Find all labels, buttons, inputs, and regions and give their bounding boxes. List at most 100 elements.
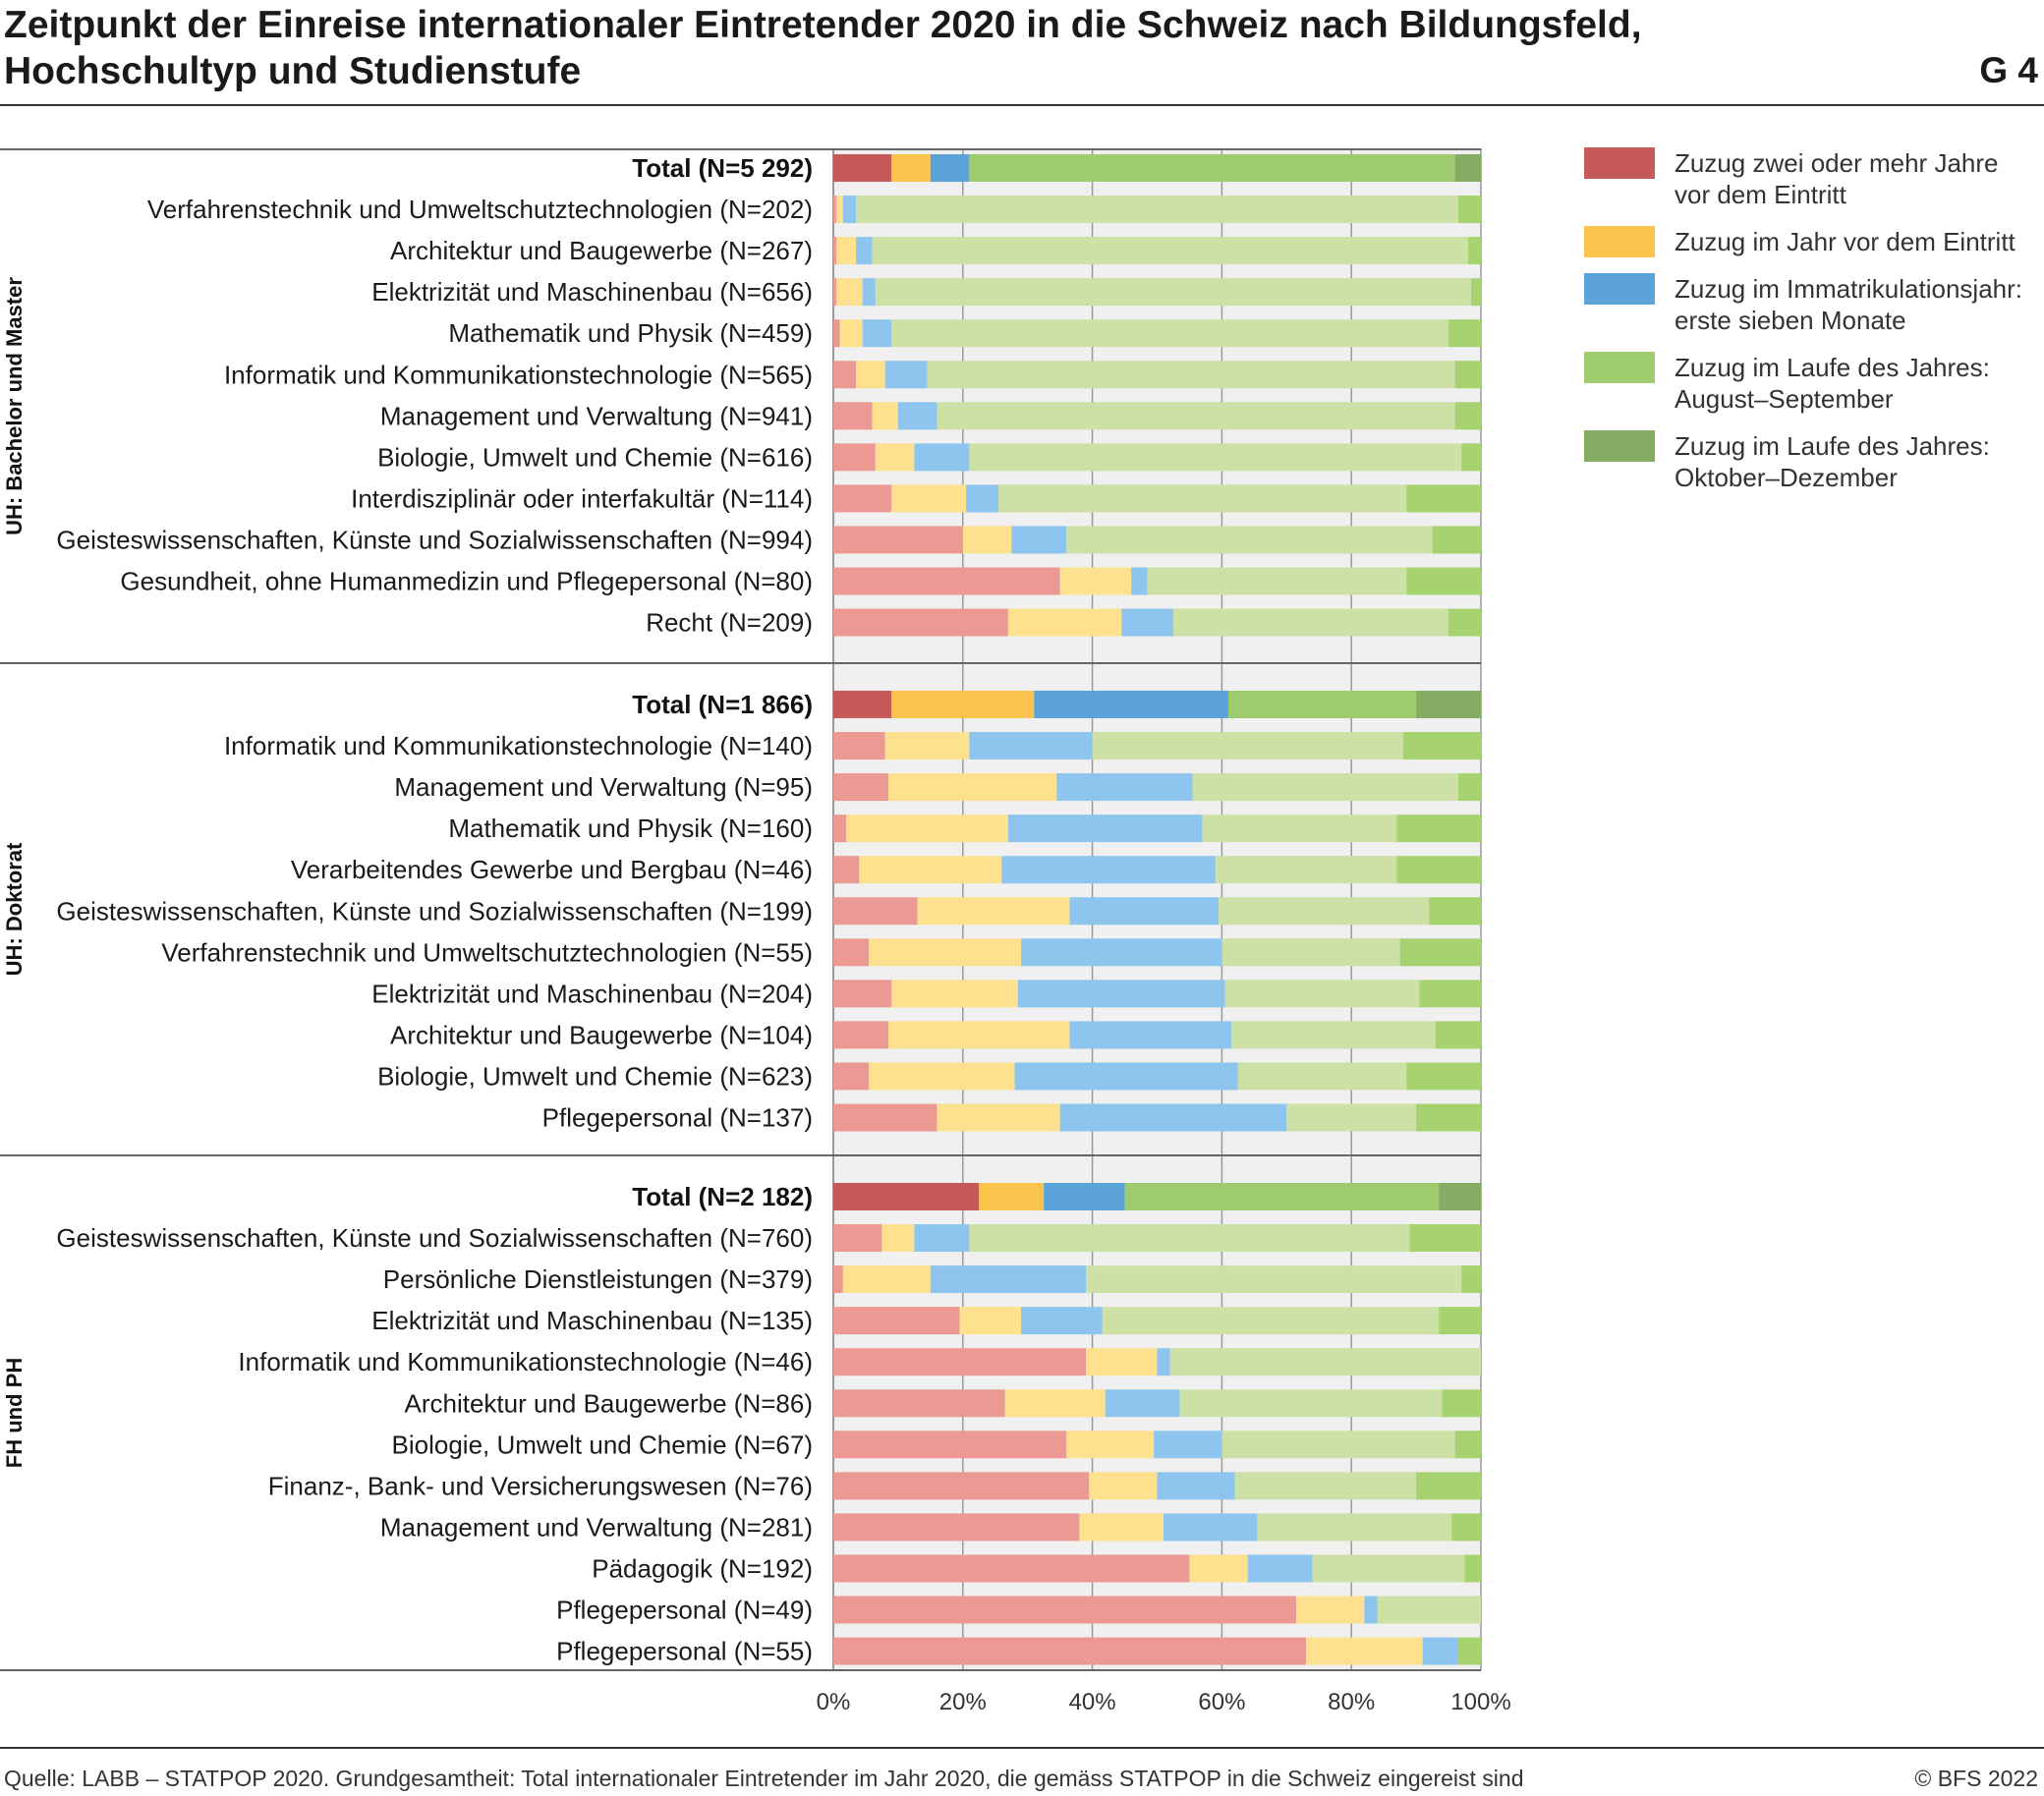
bar-segment — [962, 526, 1012, 554]
bar-segment — [1227, 691, 1417, 718]
graphic-number: G 4 — [1979, 50, 2038, 90]
row-label: Biologie, Umwelt und Chemie (N=616) — [377, 442, 813, 472]
bar-segment — [833, 1224, 882, 1253]
bar-segment — [1034, 691, 1228, 718]
legend-label: Zuzug im Laufe des Jahres: Oktober–Dezem… — [1675, 431, 1990, 492]
bar-segment — [1306, 1637, 1423, 1665]
legend-swatch — [1584, 352, 1655, 383]
legend-label: Zuzug zwei oder mehr Jahre vor dem Eintr… — [1675, 148, 1999, 209]
bar-segment — [1448, 319, 1481, 348]
bar-segment — [1164, 1513, 1258, 1542]
bar-segment — [891, 484, 967, 513]
bar-segment — [1131, 567, 1148, 595]
bar-segment — [979, 1183, 1045, 1210]
bottom-rule — [0, 1747, 2044, 1749]
bar-segment — [891, 980, 1018, 1008]
row-label: Finanz-, Bank- und Versicherungswesen (N… — [268, 1471, 813, 1500]
bar-segment — [1219, 897, 1430, 926]
bar-segment — [1464, 1554, 1481, 1583]
bar-segment — [833, 938, 870, 967]
bar-segment — [930, 1265, 1087, 1294]
bar-segment — [914, 1224, 970, 1253]
bar-segment — [1021, 938, 1222, 967]
legend-swatch — [1584, 430, 1655, 462]
bar-segment — [1429, 897, 1481, 926]
bar-segment — [1105, 1389, 1180, 1418]
bar-segment — [1066, 526, 1433, 554]
bar-segment — [833, 526, 963, 554]
bar-segment — [1454, 361, 1481, 389]
group-label: UH: Bachelor und Master — [2, 277, 27, 535]
row-label: Management und Verwaltung (N=281) — [380, 1512, 813, 1542]
legend-label: Zuzug im Laufe des Jahres: August–Septem… — [1675, 353, 1990, 414]
row-label: Verfahrenstechnik und Umweltschutztechno… — [147, 195, 813, 224]
bar-segment — [1079, 1513, 1164, 1542]
bar-segment — [959, 1307, 1022, 1335]
bar-segment — [1004, 1389, 1106, 1418]
bar-segment — [930, 154, 970, 182]
bar-segment — [891, 691, 1035, 718]
bar-segment — [856, 361, 885, 389]
bar-segment — [833, 1554, 1190, 1583]
bar-segment — [969, 154, 1455, 182]
bar-segment — [1396, 814, 1481, 843]
bar-segment — [872, 402, 898, 430]
legend-swatch — [1584, 147, 1655, 179]
row-label: Informatik und Kommunikationstechnologie… — [224, 731, 813, 760]
bar-segment — [1089, 1472, 1158, 1500]
row-label: Pflegepersonal (N=49) — [556, 1596, 813, 1625]
row-label: Recht (N=209) — [646, 608, 813, 638]
bar-segment — [1406, 484, 1481, 513]
bar-segment — [833, 732, 885, 760]
x-tick-label: 80% — [1328, 1689, 1375, 1715]
bar-segment — [969, 443, 1462, 472]
legend-item: Zuzug im Laufe des Jahres: August–Septem… — [1584, 352, 2036, 415]
bar-segment — [1422, 1637, 1458, 1665]
bar-segment — [1402, 732, 1481, 760]
row-label: Architektur und Baugewerbe (N=86) — [404, 1388, 813, 1418]
bar-segment — [833, 319, 840, 348]
bar-segment — [1157, 1348, 1170, 1376]
bar-segment — [1451, 1513, 1481, 1542]
row-label: Management und Verwaltung (N=95) — [394, 772, 813, 802]
bar-segment — [833, 361, 857, 389]
bar-segment — [869, 1062, 1015, 1091]
bar-segment — [856, 237, 873, 265]
bar-segment — [1399, 938, 1481, 967]
bar-segment — [969, 732, 1093, 760]
bar-segment — [833, 278, 837, 307]
bar-segment — [862, 278, 876, 307]
bar-segment — [1442, 1389, 1481, 1418]
bar-segment — [1237, 1062, 1407, 1091]
bar-segment — [1439, 1183, 1481, 1210]
x-tick-label: 20% — [939, 1689, 987, 1715]
legend-label: Zuzug im Immatrikulationsjahr: erste sie… — [1675, 274, 2022, 335]
chart-title: Zeitpunkt der Einreise internationaler E… — [4, 2, 1871, 94]
bar-segment — [856, 196, 1458, 224]
bar-segment — [1011, 526, 1067, 554]
legend-item: Zuzug im Immatrikulationsjahr: erste sie… — [1584, 273, 2036, 336]
bar-segment — [1231, 1021, 1436, 1049]
row-label: Interdisziplinär oder interfakultär (N=1… — [351, 483, 813, 513]
bar-segment — [1396, 856, 1481, 884]
bar-segment — [1124, 1183, 1440, 1210]
row-label: Informatik und Kommunikationstechnologie… — [238, 1347, 813, 1376]
bar-segment — [1257, 1513, 1452, 1542]
bar-segment — [833, 1596, 1297, 1624]
bar-segment — [833, 443, 876, 472]
row-label: Biologie, Umwelt und Chemie (N=67) — [392, 1430, 813, 1459]
bar-segment — [1169, 1348, 1481, 1376]
bar-segment — [833, 691, 892, 718]
bar-segment — [833, 1021, 889, 1049]
bar-segment — [875, 278, 1472, 307]
bar-segment — [1454, 402, 1481, 430]
bar-segment — [833, 980, 892, 1008]
bar-segment — [833, 484, 892, 513]
bar-segment — [1457, 1637, 1481, 1665]
bar-segment — [1286, 1103, 1417, 1132]
bar-segment — [833, 814, 847, 843]
bar-segment — [833, 1431, 1067, 1459]
bar-segment — [1192, 773, 1458, 802]
bar-segment — [1457, 773, 1481, 802]
